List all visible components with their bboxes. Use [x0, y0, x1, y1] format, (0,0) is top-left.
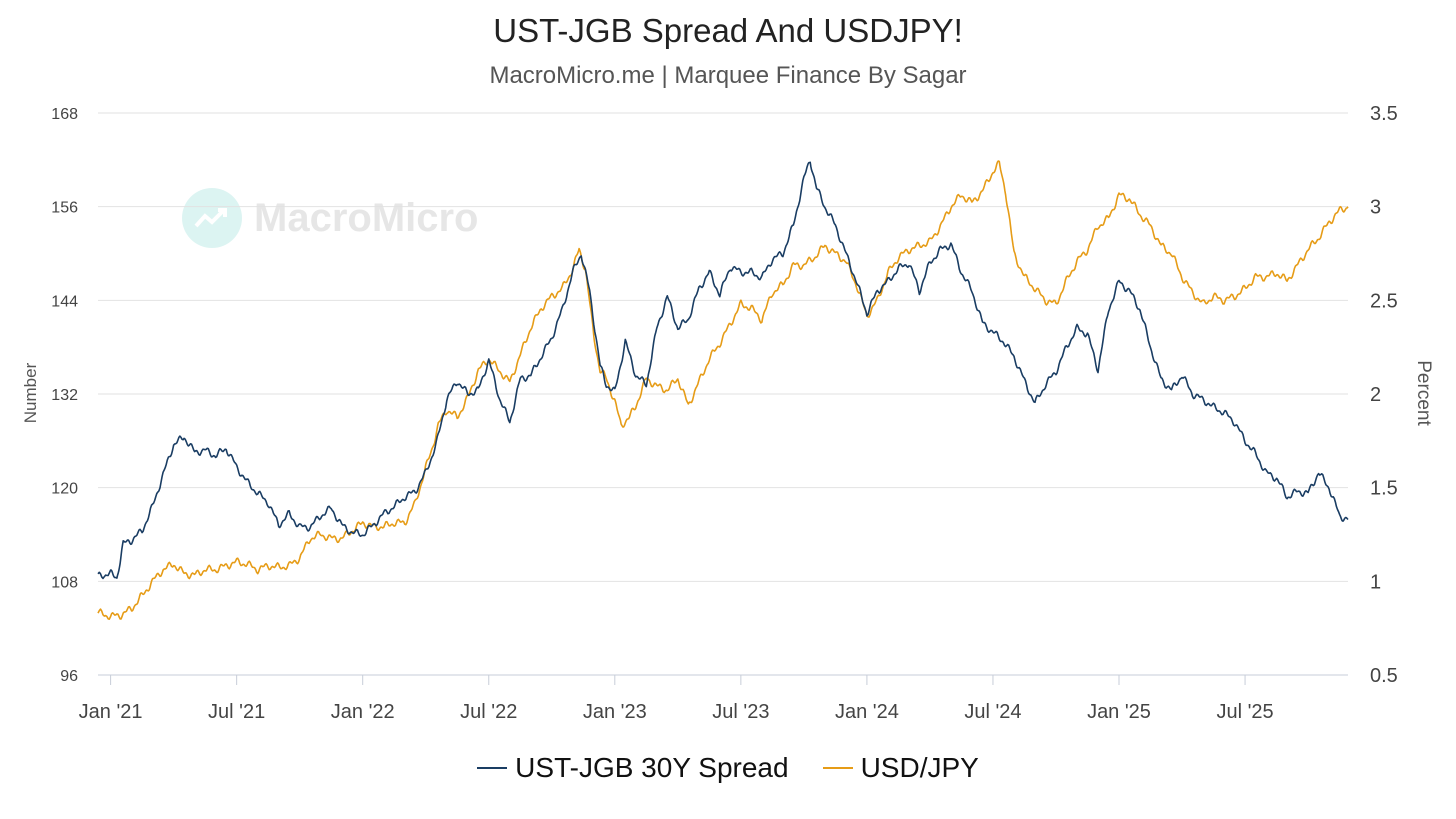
- watermark-text: MacroMicro: [254, 195, 479, 240]
- right-tick-label: 0.5: [1370, 665, 1398, 687]
- left-axis-ticks: 168 156 144 132 120 108 96: [51, 106, 78, 685]
- series-layer: [97, 160, 1349, 621]
- x-tick-label: Jul '22: [460, 701, 517, 723]
- left-tick-label: 156: [51, 200, 78, 217]
- right-tick-label: 3: [1370, 197, 1381, 219]
- left-tick-label: 144: [51, 293, 78, 310]
- legend-label-usdjpy: USD/JPY: [860, 752, 979, 783]
- x-tick-label: Jul '23: [712, 701, 769, 723]
- y-axis-right-label: Percent: [1413, 360, 1434, 426]
- x-tick-label: Jan '25: [1087, 701, 1151, 723]
- x-tick-label: Jan '23: [583, 701, 647, 723]
- series-line-spread: [97, 161, 1349, 580]
- legend-item-usdjpy[interactable]: USD/JPY: [822, 752, 979, 784]
- legend-swatch-usdjpy: [822, 767, 853, 769]
- x-tick-label: Jan '21: [79, 701, 143, 723]
- x-tick-label: Jan '22: [331, 701, 395, 723]
- right-tick-label: 1.5: [1370, 478, 1398, 500]
- x-tick-label: Jul '21: [208, 701, 265, 723]
- left-tick-label: 120: [51, 481, 78, 498]
- x-tick-label: Jul '24: [964, 701, 1021, 723]
- left-tick-label: 108: [51, 574, 78, 591]
- left-tick-label: 168: [51, 106, 78, 123]
- legend-label-spread: UST-JGB 30Y Spread: [515, 752, 789, 783]
- chart-subtitle: MacroMicro.me | Marquee Finance By Sagar: [489, 62, 967, 89]
- right-tick-label: 2.5: [1370, 290, 1398, 312]
- x-tick-label: Jan '24: [835, 701, 899, 723]
- right-tick-label: 1: [1370, 571, 1381, 593]
- right-tick-label: 3.5: [1370, 103, 1398, 125]
- series-line-usdjpy: [97, 160, 1349, 621]
- legend-swatch-spread: [477, 767, 508, 769]
- x-axis: Jan '21 Jul '21 Jan '22 Jul '22 Jan '23 Jul '…: [79, 675, 1274, 723]
- left-tick-label: 132: [51, 387, 78, 404]
- left-tick-label: 96: [60, 668, 78, 685]
- right-tick-label: 2: [1370, 384, 1381, 406]
- x-tick-label: Jul '25: [1216, 701, 1273, 723]
- right-axis-ticks: 3.5 3 2.5 2 1.5 1 0.5: [1370, 103, 1398, 687]
- chart-legend: UST-JGB 30Y Spread USD/JPY: [0, 752, 1456, 784]
- chart-title: UST-JGB Spread And USDJPY!: [493, 12, 963, 49]
- grid-lines: [98, 112, 1348, 676]
- legend-item-spread[interactable]: UST-JGB 30Y Spread: [477, 752, 789, 784]
- macromicro-watermark: MacroMicro: [182, 188, 479, 248]
- trend-chart-icon: [182, 188, 242, 248]
- y-axis-left-label: Number: [21, 362, 40, 423]
